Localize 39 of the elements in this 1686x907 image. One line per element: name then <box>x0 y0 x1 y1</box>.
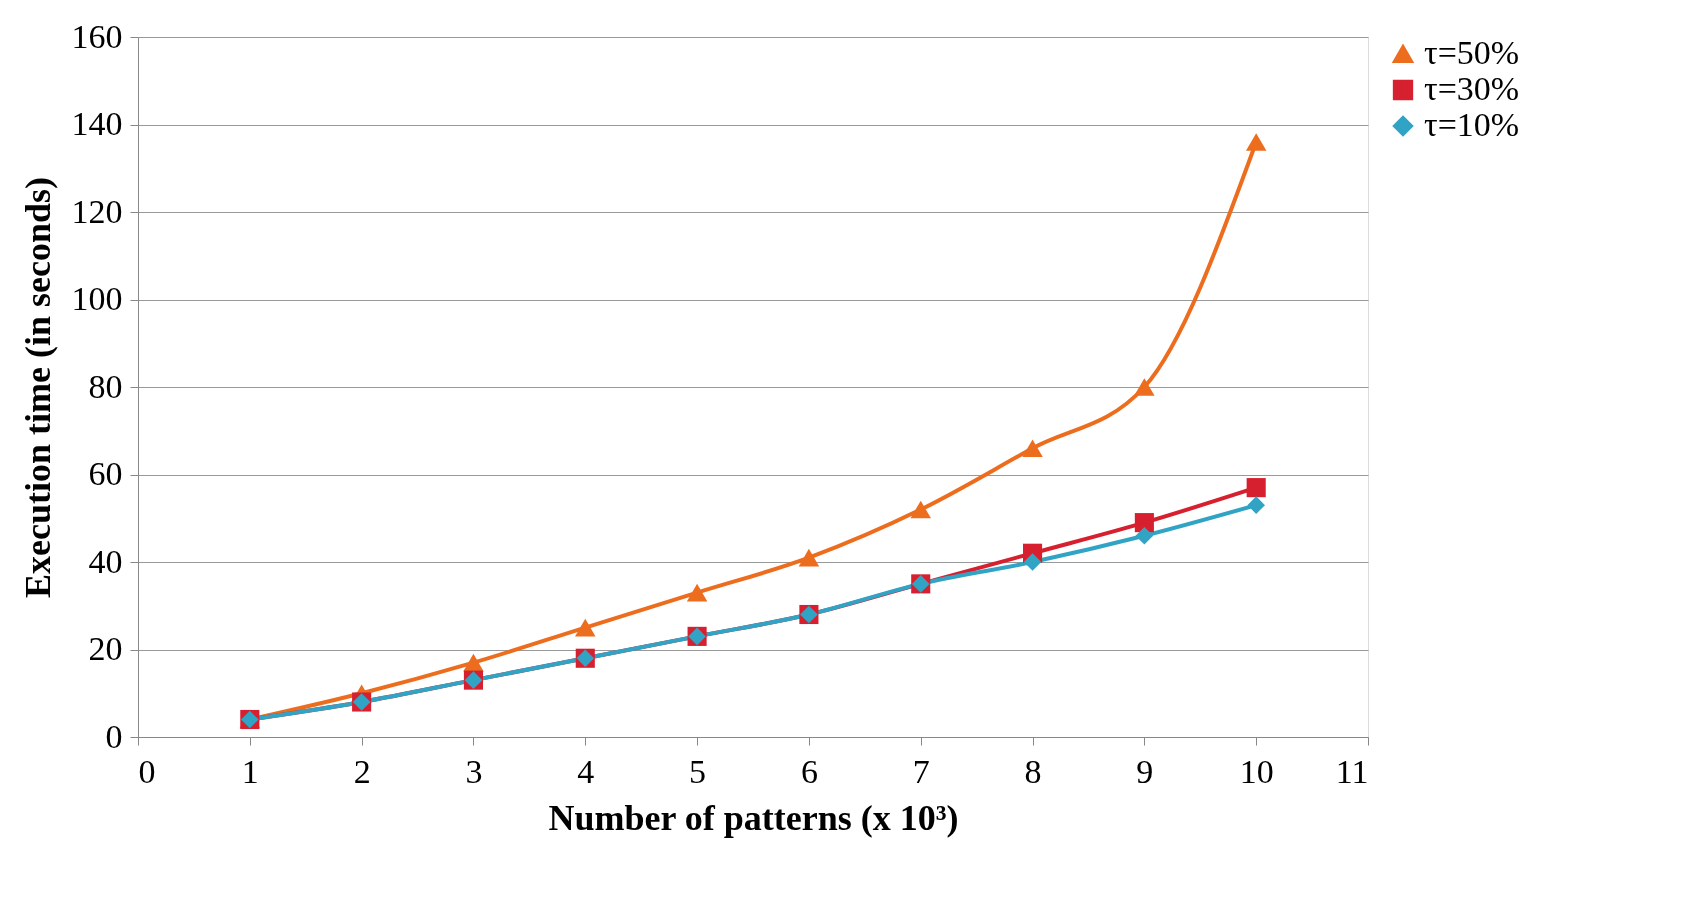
y-tick-label: 40 <box>88 542 123 580</box>
x-axis-title: Number of patterns (x 10³) <box>548 797 959 838</box>
y-tick-label: 0 <box>105 717 123 755</box>
y-tick-label: 60 <box>88 455 123 492</box>
point <box>575 618 596 637</box>
x-tick-label: 8 <box>1024 752 1042 790</box>
y-tick-label: 120 <box>71 192 123 230</box>
y-tick-label: 80 <box>88 367 123 405</box>
x-tick-label: 6 <box>800 752 818 790</box>
point <box>1023 553 1042 571</box>
point <box>463 653 484 672</box>
point <box>1247 496 1265 514</box>
legend-label: τ=10% <box>1424 106 1520 143</box>
x-tick-label: 9 <box>1136 752 1154 790</box>
y-tick-label: 20 <box>88 630 123 667</box>
point <box>1022 439 1043 458</box>
point <box>1246 478 1266 498</box>
point <box>798 548 820 567</box>
point <box>1134 513 1154 533</box>
legend-label: τ=30% <box>1424 70 1520 107</box>
x-tick-label: 4 <box>577 752 595 790</box>
legend-label: τ=50% <box>1424 34 1520 71</box>
y-tick-label: 100 <box>71 280 123 317</box>
x-tick-label: 2 <box>353 752 371 790</box>
point <box>1134 378 1155 396</box>
point <box>686 583 708 602</box>
y-tick-label: 140 <box>71 105 123 142</box>
point <box>1135 526 1154 545</box>
x-tick-label: 1 <box>241 752 259 790</box>
point <box>910 500 931 519</box>
y-axis-title: Execution time (in seconds) <box>17 177 58 598</box>
x-tick-label: 7 <box>912 752 930 790</box>
x-tick-label: 11 <box>1335 752 1369 790</box>
y-tick-label: 160 <box>71 17 123 55</box>
point <box>1245 133 1267 151</box>
x-tick-label: 0 <box>138 752 156 790</box>
x-tick-label: 10 <box>1239 752 1274 790</box>
x-tick-label: 3 <box>465 752 483 790</box>
x-tick-label: 5 <box>689 752 707 790</box>
